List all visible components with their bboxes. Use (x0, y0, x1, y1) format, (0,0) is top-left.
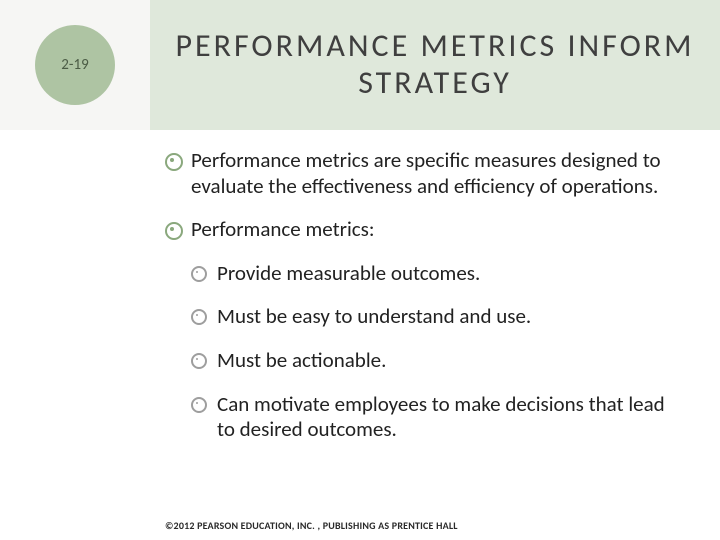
bullet-list-level1: Performance metrics are specific measure… (165, 148, 684, 443)
bullet-list-level2: Provide measurable outcomes. Must be eas… (191, 261, 684, 443)
bullet-item: Performance metrics are specific measure… (165, 148, 684, 199)
slide-number-column: 2-19 (0, 0, 150, 130)
slide-number-badge: 2-19 (35, 25, 115, 105)
bullet-item: Performance metrics: Provide measurable … (165, 217, 684, 443)
header-row: 2-19 PERFORMANCE METRICS INFORM STRATEGY (0, 0, 720, 130)
sub-bullet-item: Provide measurable outcomes. (191, 261, 684, 287)
sub-bullet-item: Must be actionable. (191, 348, 684, 374)
sub-bullet-text: Can motivate employees to make decisions… (217, 391, 665, 443)
slide-number-text: 2-19 (61, 56, 88, 74)
sub-bullet-text: Must be actionable. (217, 347, 386, 373)
title-column: PERFORMANCE METRICS INFORM STRATEGY (150, 0, 720, 130)
slide-title: PERFORMANCE METRICS INFORM STRATEGY (150, 28, 720, 102)
sub-bullet-text: Must be easy to understand and use. (217, 303, 531, 329)
bullet-text: Performance metrics: (191, 216, 375, 242)
copyright-footer: ©2012 PEARSON EDUCATION, INC. , PUBLISHI… (165, 519, 458, 532)
sub-bullet-item: Can motivate employees to make decisions… (191, 392, 684, 443)
body-area: Performance metrics are specific measure… (0, 130, 720, 443)
sub-bullet-item: Must be easy to understand and use. (191, 304, 684, 330)
bullet-text: Performance metrics are specific measure… (191, 147, 661, 199)
sub-bullet-text: Provide measurable outcomes. (217, 260, 480, 286)
